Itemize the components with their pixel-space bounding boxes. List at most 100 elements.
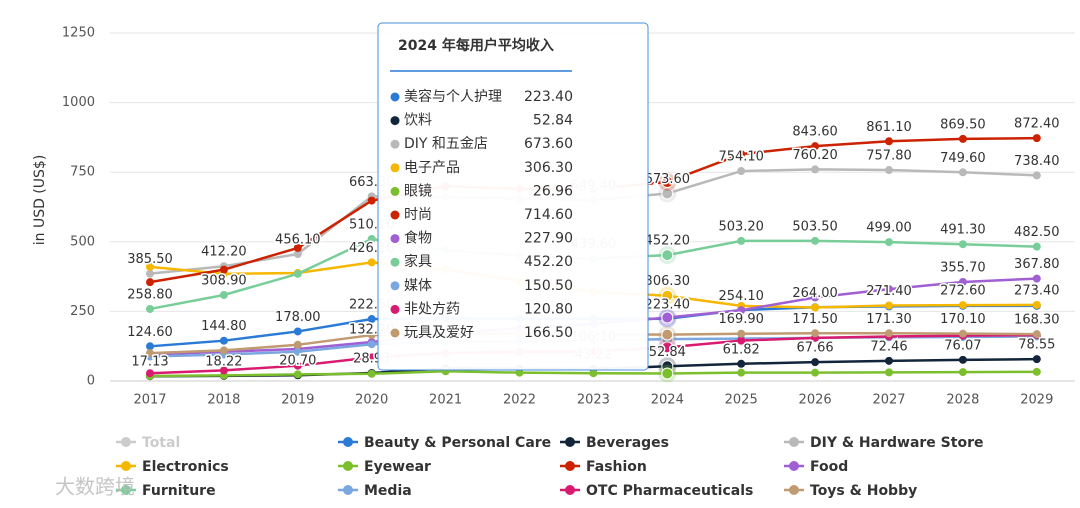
data-label: 171.50 [792,312,838,327]
point [737,150,746,159]
x-tick-label: 2020 [355,393,388,408]
data-label: 456.10 [275,233,321,248]
point [293,250,302,259]
point [293,243,302,252]
legend-marker [343,461,353,471]
point [146,349,154,358]
point [661,311,674,324]
point [885,137,893,146]
legend-label: Furniture [142,483,216,499]
data-label: 178.00 [275,310,321,325]
point [737,329,746,338]
point [589,369,598,378]
point [219,346,228,355]
tooltip-dot [390,210,400,220]
data-label: 503.50 [792,219,838,234]
point [367,315,376,324]
x-tick-label: 2028 [946,393,979,408]
point [885,166,893,175]
data-label: 503.20 [718,219,764,234]
data-label: 170.10 [940,312,986,327]
point [146,262,154,271]
legend-label: Eyewear [364,459,431,475]
point [661,249,674,262]
point [958,355,967,364]
x-tick-label: 2025 [725,393,758,408]
legend-marker [789,437,799,447]
point [958,240,967,249]
data-label: 20.70 [279,354,316,369]
legend-label: DIY & Hardware Store [810,435,983,451]
tooltip-value: 452.20 [524,254,573,270]
point [1032,355,1041,364]
tooltip-dot [390,328,400,338]
point [958,168,967,177]
y-tick-label: 250 [70,304,95,319]
data-label: 169.90 [718,312,764,327]
tooltip-name: 食物 [404,230,432,247]
point [737,368,746,377]
point [885,238,893,247]
tooltip-dot [390,281,400,291]
data-label: 760.20 [792,148,838,163]
data-label: 482.50 [1014,225,1060,240]
point [293,361,302,370]
point [1032,367,1041,376]
point [293,327,302,336]
point [367,369,376,378]
watermark: 大数跨境 [55,475,135,499]
point [958,301,967,310]
tooltip-dot [390,234,400,244]
point [885,285,893,294]
point [661,176,674,189]
x-tick-label: 2022 [503,393,536,408]
point [885,356,893,365]
point [958,368,967,377]
tooltip-dot [390,139,400,149]
point [1032,134,1041,143]
point [293,340,302,349]
point [811,329,820,338]
tooltip-dot [390,116,400,126]
tooltip-dot [390,257,400,267]
tooltip-name: 家具 [404,253,432,270]
tooltip-name: 媒体 [404,278,432,294]
tooltip-name: 美容与个人护理 [404,88,502,105]
legend-marker [565,485,575,495]
legend-label: Beverages [586,435,669,451]
data-label: 869.50 [940,117,986,132]
point [811,293,820,302]
legend-marker [789,461,799,471]
point [515,368,524,377]
point [661,328,674,341]
tooltip-name: 时尚 [404,207,432,223]
legend-marker [565,437,575,447]
point [146,304,154,313]
data-label: 168.30 [1014,313,1060,328]
y-tick-label: 0 [87,374,95,389]
legend-label: Beauty & Personal Care [364,435,551,451]
x-tick-label: 2027 [872,393,905,408]
point [885,301,893,310]
point [958,277,967,286]
legend-marker [565,461,575,471]
y-axis-label: in USD (US$) [32,155,48,246]
data-label: 306.30 [645,274,691,289]
data-label: 308.90 [201,274,247,289]
data-label: 872.40 [1014,117,1060,132]
point [661,341,674,354]
legend-label: Fashion [586,459,647,475]
data-label: 367.80 [1014,257,1060,272]
point [958,134,967,143]
point [811,236,820,245]
data-label: 272.60 [940,284,986,299]
x-tick-label: 2017 [133,393,166,408]
data-label: 78.55 [1018,338,1055,353]
data-label: 385.50 [127,252,173,267]
point [811,303,820,312]
point [367,234,376,243]
legend-label: Food [810,459,848,475]
tooltip-name: 眼镜 [404,183,432,199]
point [146,278,154,287]
data-label: 749.60 [940,151,986,166]
